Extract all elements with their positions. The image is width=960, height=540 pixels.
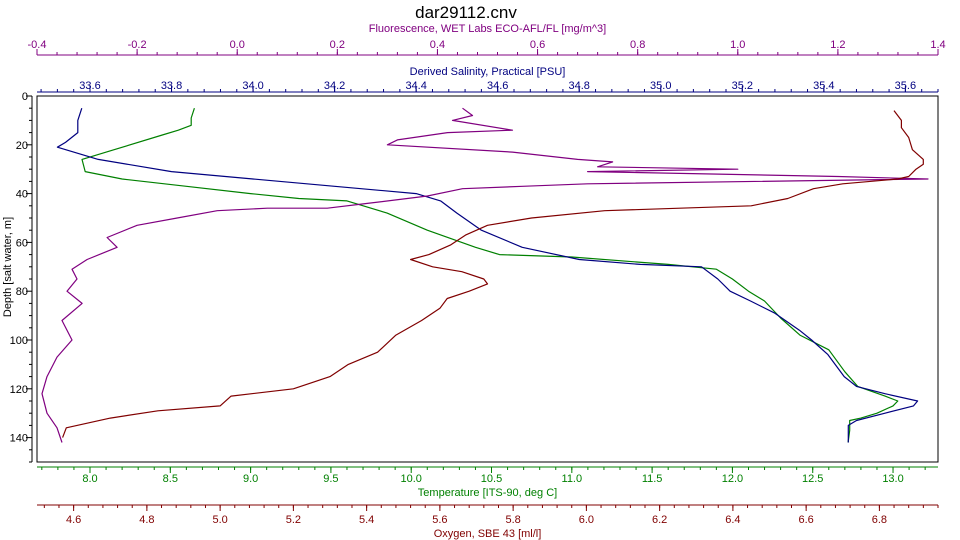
oxygen-tick-label: 5.2 xyxy=(286,514,301,526)
salinity-tick-label: 34.8 xyxy=(569,80,590,92)
temperature-tick-label: 9.5 xyxy=(323,473,338,485)
temperature-tick-label: 9.0 xyxy=(243,473,258,485)
salinity-tick-label: 34.2 xyxy=(324,80,345,92)
temperature-tick-label: 12.5 xyxy=(802,473,823,485)
oxygen-axis: 4.6 4.8 5.0 5.2 5.4 5.6 5.8 6.0 6.2 6.4 6.6 6.8 Oxyg… xyxy=(37,504,939,540)
depth-tick-label: 80 xyxy=(16,286,28,298)
salinity-tick-label: 35.6 xyxy=(895,80,916,92)
fluorescence-tick-label: -0.4 xyxy=(28,39,47,51)
oxygen-tick-label: 5.8 xyxy=(505,514,520,526)
series-layer xyxy=(41,107,929,443)
depth-tick-label: 100 xyxy=(10,335,28,347)
fluorescence-tick-label: -0.2 xyxy=(128,39,147,51)
fluorescence-axis: -0.4 -0.2 0.0 0.2 0.4 0.6 0.8 1.0 1.2 1.4 Fluoresc… xyxy=(28,23,946,56)
fluorescence-tick-label: 0.6 xyxy=(530,39,545,51)
oxygen-axis-title: Oxygen, SBE 43 [ml/l] xyxy=(434,528,542,540)
axes: -0.4 -0.2 0.0 0.2 0.4 0.6 0.8 1.0 1.2 1.4 Fluoresc… xyxy=(2,23,946,540)
oxygen-tick-label: 5.4 xyxy=(359,514,374,526)
salinity-profile-line xyxy=(56,108,919,443)
temperature-tick-label: 8.0 xyxy=(82,473,97,485)
oxygen-tick-label: 5.0 xyxy=(212,514,227,526)
temperature-tick-label: 13.0 xyxy=(882,473,903,485)
fluorescence-tick-label: 1.2 xyxy=(830,39,845,51)
temperature-tick-label: 11.5 xyxy=(642,473,663,485)
oxygen-tick-label: 5.6 xyxy=(432,514,447,526)
oxygen-tick-label: 6.0 xyxy=(579,514,594,526)
depth-tick-label: 120 xyxy=(10,384,28,396)
fluorescence-tick-label: 0.4 xyxy=(430,39,445,51)
salinity-tick-label: 33.6 xyxy=(79,80,100,92)
salinity-tick-label: 34.0 xyxy=(242,80,263,92)
fluorescence-tick-label: 1.4 xyxy=(930,39,945,51)
depth-tick-label: 60 xyxy=(16,237,28,249)
oxygen-tick-label: 6.8 xyxy=(872,514,887,526)
temperature-tick-label: 8.5 xyxy=(163,473,178,485)
salinity-tick-label: 35.4 xyxy=(813,80,834,92)
salinity-tick-label: 35.2 xyxy=(732,80,753,92)
chart-title: dar29112.cnv xyxy=(415,3,517,22)
fluorescence-profile-line xyxy=(41,107,929,443)
temperature-tick-label: 10.0 xyxy=(401,473,422,485)
salinity-tick-label: 34.4 xyxy=(405,80,426,92)
salinity-axis-title: Derived Salinity, Practical [PSU] xyxy=(410,66,566,78)
temperature-axis-title: Temperature [ITS-90, deg C] xyxy=(418,487,557,499)
oxygen-tick-label: 4.8 xyxy=(139,514,154,526)
fluorescence-tick-label: 0.8 xyxy=(630,39,645,51)
oxygen-tick-label: 6.6 xyxy=(798,514,813,526)
oxygen-tick-label: 4.6 xyxy=(66,514,81,526)
plot-area xyxy=(36,95,939,463)
fluorescence-tick-label: 0.2 xyxy=(330,39,345,51)
temperature-axis: 8.0 8.5 9.0 9.5 10.0 10.5 11.0 11.5 12.0 12.5 13.0… xyxy=(37,466,938,499)
temperature-tick-label: 11.0 xyxy=(562,473,583,485)
salinity-axis: 33.6 33.8 34.0 34.2 34.4 34.6 34.8 35.0 35.2 35.4… xyxy=(37,66,939,93)
depth-axis-title: Depth [salt water, m] xyxy=(2,217,14,317)
depth-tick-label: 20 xyxy=(16,140,28,152)
oxygen-profile-line xyxy=(62,110,924,438)
temperature-tick-label: 12.0 xyxy=(722,473,743,485)
salinity-tick-label: 33.8 xyxy=(161,80,182,92)
oxygen-tick-label: 6.2 xyxy=(652,514,667,526)
depth-tick-label: 40 xyxy=(16,189,28,201)
fluorescence-tick-label: 0.0 xyxy=(230,39,245,51)
depth-axis: 0 20 40 60 80 100 120 140 Depth [salt water, m] xyxy=(2,91,33,463)
oxygen-tick-label: 6.4 xyxy=(725,514,740,526)
fluorescence-axis-title: Fluorescence, WET Labs ECO-AFL/FL [mg/m^… xyxy=(369,23,606,35)
salinity-tick-label: 35.0 xyxy=(650,80,671,92)
temperature-tick-label: 10.5 xyxy=(481,473,502,485)
depth-tick-label: 140 xyxy=(10,433,28,445)
fluorescence-tick-label: 1.0 xyxy=(730,39,745,51)
salinity-tick-label: 34.6 xyxy=(487,80,508,92)
depth-tick-label: 0 xyxy=(22,91,28,103)
temperature-profile-line xyxy=(81,108,899,443)
